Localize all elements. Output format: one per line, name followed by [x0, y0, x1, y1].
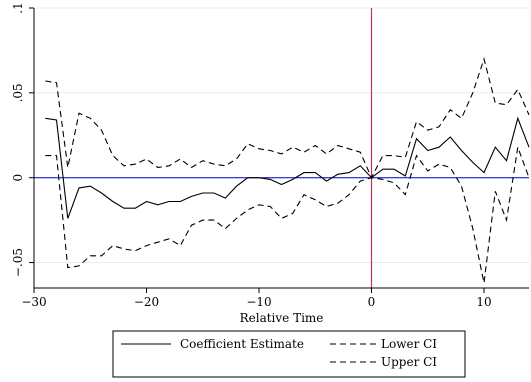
x-axis-title: Relative Time: [240, 311, 324, 325]
series-line-1: [45, 116, 530, 219]
x-tick-label: −20: [134, 295, 159, 309]
x-tick-label: −10: [246, 295, 271, 309]
x-tick-label: 0: [368, 295, 376, 309]
legend-label: Upper CI: [381, 355, 437, 369]
grid-lines: [34, 7, 529, 264]
series-line-3: [45, 56, 530, 179]
legend-box: [112, 330, 466, 378]
legend: Coefficient Estimate Lower CI Upper CI: [112, 330, 466, 378]
reference-lines: [34, 8, 529, 288]
y-tick-label: .05: [11, 83, 25, 102]
x-tick-label: −30: [21, 295, 46, 309]
y-tick-label: .1: [11, 2, 25, 13]
legend-label: Lower CI: [381, 337, 437, 351]
y-tick-label: 0: [11, 174, 25, 182]
axes: −30 −20 −10 0 10 −.05 0 .05 .1: [11, 2, 529, 309]
series-lines: [45, 56, 530, 284]
legend-label: Coefficient Estimate: [180, 337, 304, 351]
y-tick-label: −.05: [11, 248, 25, 277]
series-line-2: [45, 145, 530, 284]
x-tick-label: 10: [476, 295, 491, 309]
